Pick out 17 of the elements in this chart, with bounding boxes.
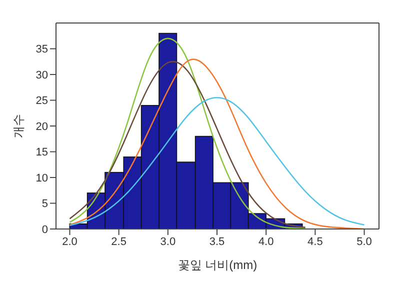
- x-tick-label: 5.0: [356, 236, 372, 248]
- y-axis-title: 개수: [11, 114, 26, 138]
- x-tick-label: 3.0: [160, 236, 176, 248]
- x-tick-label: 2.0: [62, 236, 78, 248]
- x-axis-title: 꽃잎 너비(mm): [178, 258, 258, 272]
- y-tick-label: 0: [42, 224, 48, 236]
- x-tick-label: 4.0: [258, 236, 274, 248]
- y-tick-label: 10: [36, 172, 48, 184]
- x-tick-label: 4.5: [308, 236, 323, 248]
- y-tick-label: 30: [36, 69, 48, 82]
- y-tick-label: 25: [36, 95, 48, 108]
- y-tick-label: 35: [36, 44, 48, 56]
- y-tick-label: 20: [36, 120, 48, 133]
- x-tick-label: 3.5: [209, 236, 225, 248]
- y-tick-label: 5: [42, 198, 48, 210]
- x-tick-label: 2.5: [111, 236, 126, 248]
- y-tick-label: 15: [36, 146, 48, 159]
